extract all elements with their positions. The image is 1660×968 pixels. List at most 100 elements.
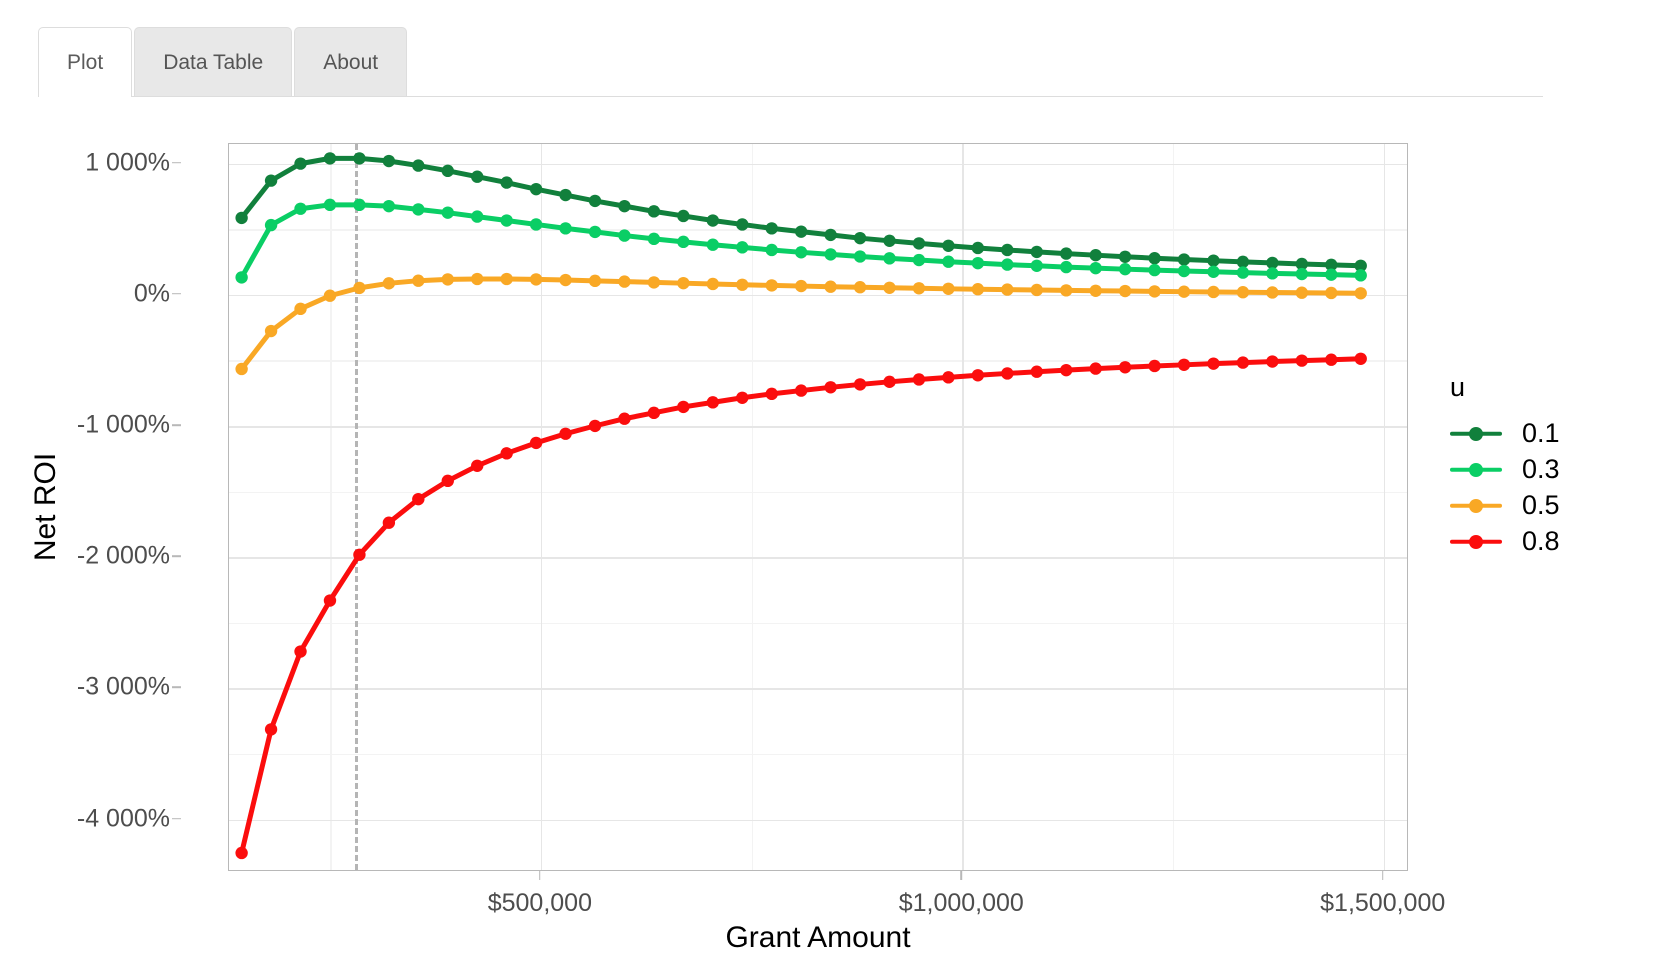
data-point (1148, 252, 1161, 265)
data-point (1207, 265, 1220, 278)
data-point (294, 645, 307, 658)
legend-entry-0.8: 0.8 (1448, 525, 1648, 558)
data-point (353, 281, 366, 295)
legend-entry-0.1: 0.1 (1448, 417, 1648, 450)
chart-panel (228, 143, 1408, 871)
data-point (853, 378, 867, 391)
legend-key-swatch (1448, 453, 1504, 486)
data-point (677, 209, 690, 223)
x-tick-label: $1,000,000 (898, 889, 1024, 917)
chart-legend: u 0.1 0.3 0.5 0.8 (1448, 372, 1648, 561)
tab-underline (38, 96, 1543, 97)
data-point (618, 412, 631, 425)
data-point (1060, 363, 1073, 377)
data-point (853, 281, 867, 294)
series-line-0.8 (239, 356, 1364, 856)
data-point (559, 427, 572, 440)
data-point (1030, 365, 1043, 378)
data-point (1089, 284, 1102, 297)
data-point (235, 846, 248, 860)
data-point (1236, 286, 1250, 299)
data-point (323, 152, 337, 165)
legend-entry-0.5: 0.5 (1448, 489, 1648, 522)
data-point (883, 281, 896, 294)
data-point (824, 248, 837, 261)
data-point (1177, 285, 1191, 298)
chart-series-svg (235, 152, 1367, 860)
tab-data-table[interactable]: Data Table (134, 27, 293, 97)
data-point (1118, 361, 1132, 374)
data-point (1266, 267, 1279, 280)
gridline-major-horizontal (229, 557, 1407, 559)
data-point (500, 176, 513, 189)
y-tick-label: -4 000% (76, 804, 170, 833)
y-tick-label: -3 000% (76, 672, 170, 701)
data-point (765, 279, 778, 292)
data-point (647, 205, 661, 218)
series-0.1 (235, 152, 1367, 272)
x-axis-ticks: $500,000 $1,000,000 $1,500,000 (228, 871, 1445, 931)
data-point (677, 235, 690, 249)
data-point (1118, 263, 1132, 276)
tab-plot[interactable]: Plot (38, 27, 133, 97)
data-point (942, 371, 955, 384)
gridline-minor-vertical (330, 144, 332, 870)
data-point (323, 289, 337, 302)
data-point (1001, 243, 1014, 257)
plot-area: Net ROI Grant Amount 1 000% 0% -1 000% -2 0… (0, 97, 1660, 968)
y-tick-mark (172, 555, 181, 557)
data-point (559, 188, 572, 202)
data-point (1354, 259, 1367, 272)
data-point (1325, 353, 1338, 366)
data-point (1177, 358, 1191, 371)
y-tick-mark (172, 424, 181, 426)
data-point (942, 255, 955, 268)
series-0.8 (235, 352, 1367, 860)
legend-entry-label: 0.3 (1522, 454, 1560, 484)
data-point (883, 234, 896, 247)
data-point (323, 198, 337, 212)
x-axis-title: Grant Amount (725, 921, 911, 954)
data-point (736, 218, 749, 231)
data-point (677, 276, 690, 290)
data-point (912, 373, 926, 386)
data-point (1354, 287, 1367, 300)
data-point (412, 159, 425, 172)
tab-strip: Plot Data Table About (38, 27, 409, 97)
data-point (382, 277, 396, 290)
tab-bar: Plot Data Table About (0, 0, 1660, 97)
y-tick-label: 0% (133, 279, 170, 308)
data-point (618, 229, 631, 242)
data-point (471, 210, 484, 223)
data-point (441, 164, 454, 177)
data-point (500, 214, 513, 227)
tab-about[interactable]: About (294, 27, 408, 97)
data-point (1354, 352, 1367, 365)
x-tick-label: $500,000 (487, 889, 592, 917)
data-point (1207, 254, 1220, 267)
data-point (883, 375, 896, 388)
gridline-minor-horizontal (229, 360, 1407, 362)
data-point (353, 548, 366, 561)
data-point (294, 157, 307, 170)
data-point (853, 250, 867, 263)
data-point (1354, 269, 1367, 282)
data-point (618, 199, 631, 213)
data-point (794, 246, 808, 259)
legend-key-point (1469, 426, 1483, 441)
data-point (912, 282, 926, 295)
y-tick-mark (172, 161, 181, 164)
gridline-major-horizontal (229, 688, 1407, 690)
legend-key-point (1469, 498, 1483, 513)
data-point (912, 237, 926, 250)
gridline-major-horizontal (229, 294, 1407, 297)
data-point (264, 723, 278, 736)
data-point (500, 272, 513, 286)
data-point (736, 391, 749, 404)
data-point (1325, 286, 1338, 300)
gridline-major-vertical (1383, 144, 1386, 870)
data-point (706, 396, 720, 409)
data-point (942, 282, 955, 295)
data-point (706, 214, 720, 227)
x-tick-mark (960, 871, 963, 880)
